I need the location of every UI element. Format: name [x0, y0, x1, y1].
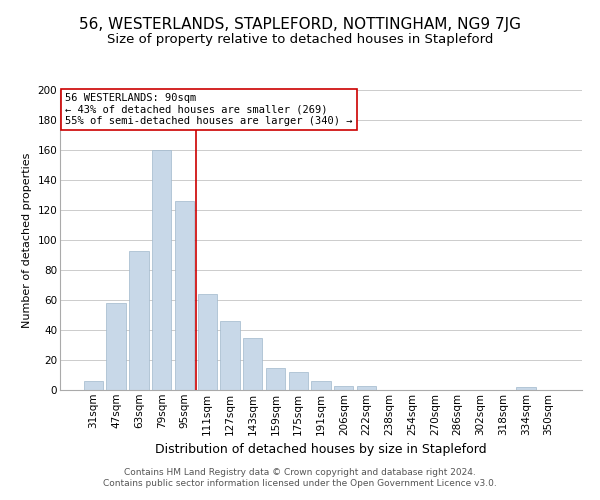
Text: Size of property relative to detached houses in Stapleford: Size of property relative to detached ho… [107, 32, 493, 46]
Bar [357, 386, 376, 390]
Bar [266, 368, 285, 390]
Bar [129, 250, 149, 390]
Bar [516, 387, 536, 390]
X-axis label: Distribution of detached houses by size in Stapleford: Distribution of detached houses by size … [155, 443, 487, 456]
Bar [197, 294, 217, 390]
Bar [311, 381, 331, 390]
Bar [220, 321, 239, 390]
Text: 56 WESTERLANDS: 90sqm
← 43% of detached houses are smaller (269)
55% of semi-det: 56 WESTERLANDS: 90sqm ← 43% of detached … [65, 93, 353, 126]
Bar [175, 201, 194, 390]
Bar [243, 338, 262, 390]
Text: Contains HM Land Registry data © Crown copyright and database right 2024.
Contai: Contains HM Land Registry data © Crown c… [103, 468, 497, 487]
Bar [152, 150, 172, 390]
Text: 56, WESTERLANDS, STAPLEFORD, NOTTINGHAM, NG9 7JG: 56, WESTERLANDS, STAPLEFORD, NOTTINGHAM,… [79, 18, 521, 32]
Y-axis label: Number of detached properties: Number of detached properties [22, 152, 32, 328]
Bar [289, 372, 308, 390]
Bar [84, 381, 103, 390]
Bar [106, 303, 126, 390]
Bar [334, 386, 353, 390]
